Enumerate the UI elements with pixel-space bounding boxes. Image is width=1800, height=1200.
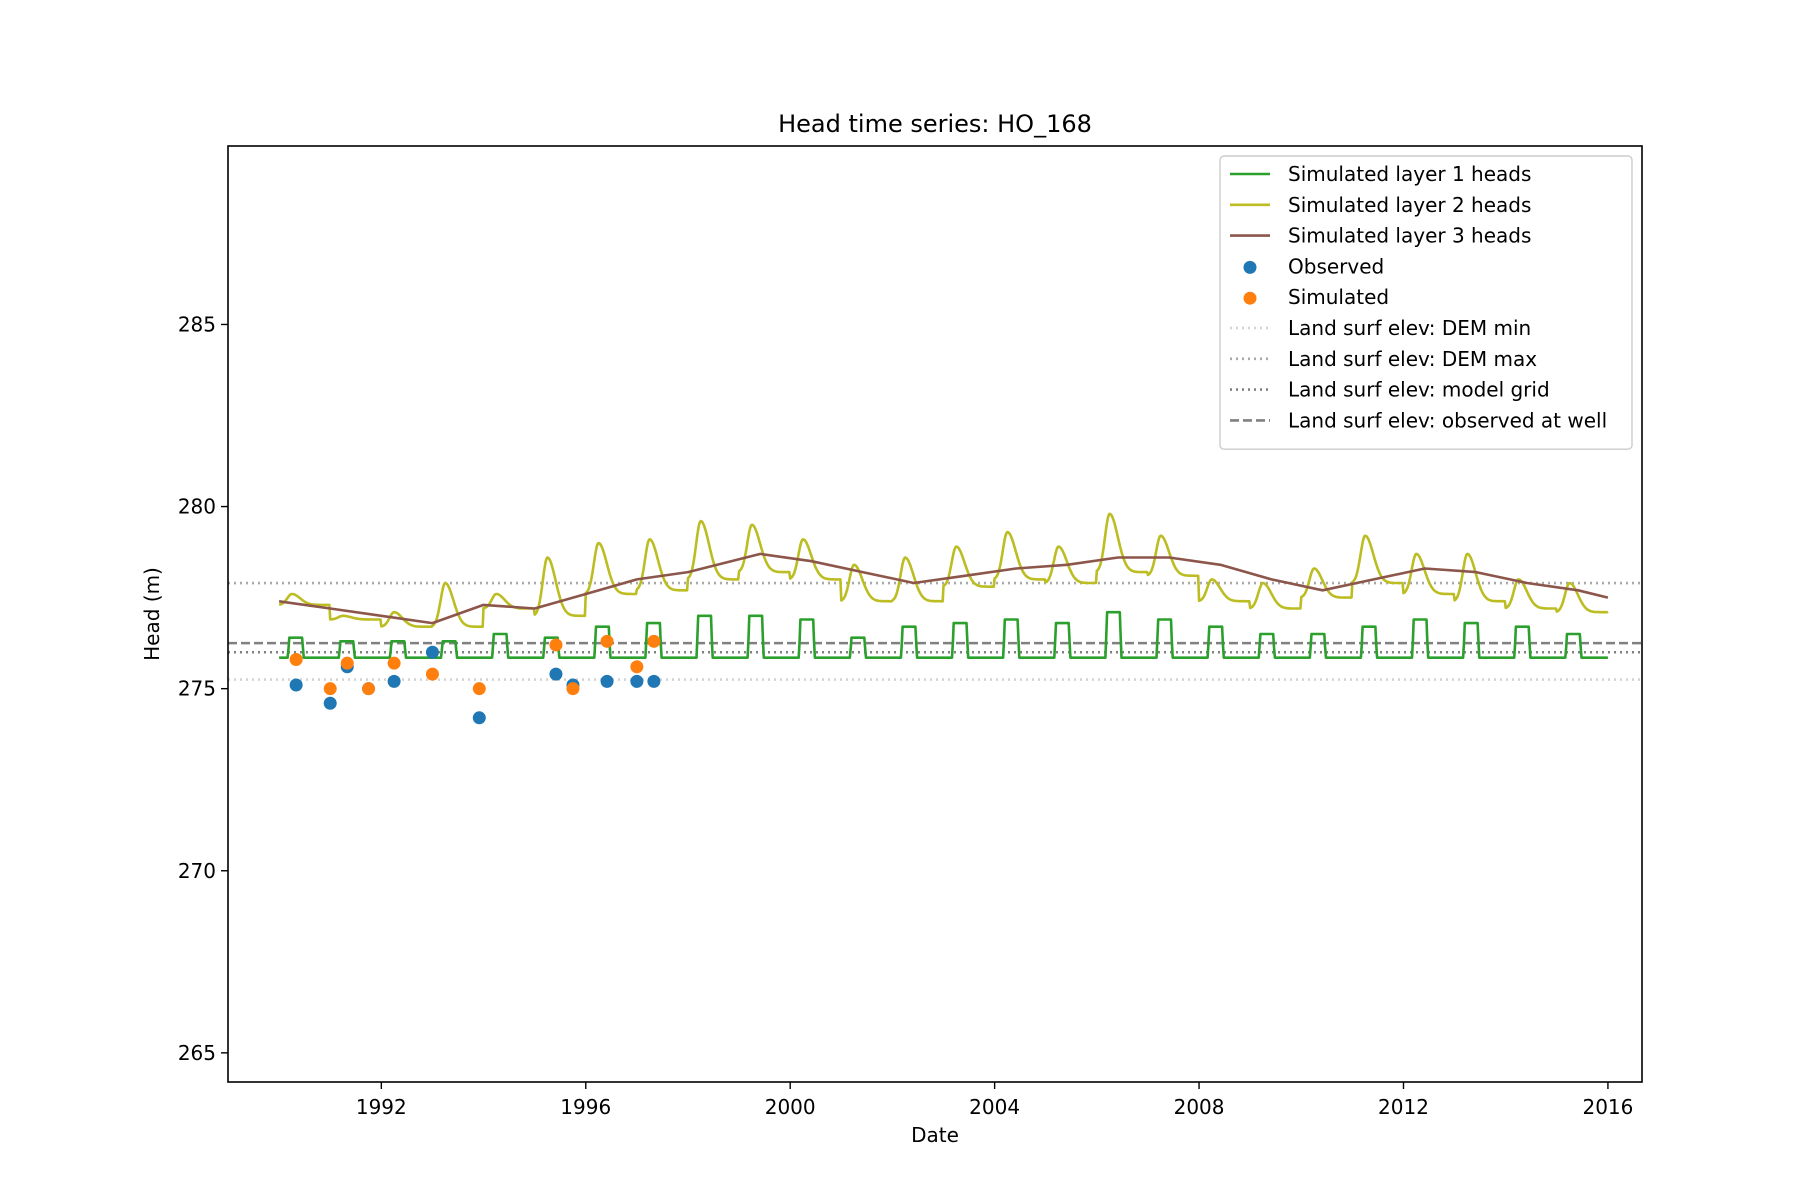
y-axis: 265 270 275 280 285 bbox=[178, 312, 228, 1065]
legend-label: Observed bbox=[1288, 254, 1384, 278]
y-tick-label: 285 bbox=[178, 312, 216, 336]
x-axis-label: Date bbox=[911, 1123, 959, 1147]
observed-point bbox=[647, 674, 661, 688]
x-tick-label: 2008 bbox=[1174, 1095, 1225, 1119]
chart-legend: Simulated layer 1 heads Simulated layer 2… bbox=[1219, 155, 1633, 450]
simulated-point bbox=[566, 682, 580, 696]
observed-point bbox=[630, 674, 644, 688]
y-tick-label: 265 bbox=[178, 1041, 216, 1065]
legend-label: Simulated bbox=[1288, 285, 1389, 309]
observed-point bbox=[425, 645, 439, 659]
reference-lines bbox=[228, 581, 1642, 681]
y-tick-label: 275 bbox=[178, 677, 216, 701]
legend-label: Land surf elev: model grid bbox=[1288, 378, 1550, 402]
legend-label: Simulated layer 3 heads bbox=[1288, 224, 1531, 248]
legend-label: Land surf elev: observed at well bbox=[1288, 408, 1607, 432]
observed-point bbox=[289, 678, 303, 692]
simulated-point bbox=[472, 682, 486, 696]
series-line-layer2 bbox=[278, 512, 1609, 628]
series-line-layer3 bbox=[278, 552, 1609, 625]
x-tick-label: 2004 bbox=[969, 1095, 1020, 1119]
y-tick-label: 280 bbox=[178, 495, 216, 519]
x-tick-label: 2012 bbox=[1378, 1095, 1429, 1119]
y-axis-label: Head (m) bbox=[140, 567, 164, 661]
observed-point bbox=[323, 696, 337, 710]
simulated-point bbox=[549, 638, 563, 652]
chart-title: Head time series: HO_168 bbox=[778, 110, 1092, 138]
legend-box bbox=[1219, 155, 1633, 450]
scatter-points bbox=[289, 634, 661, 725]
series-line-layer1 bbox=[278, 610, 1609, 659]
simulated-point bbox=[425, 667, 439, 681]
series-lines bbox=[278, 512, 1609, 659]
legend-marker-simulated bbox=[1243, 291, 1257, 305]
simulated-point bbox=[630, 660, 644, 674]
legend-label: Land surf elev: DEM max bbox=[1288, 347, 1537, 371]
simulated-point bbox=[289, 653, 303, 667]
x-tick-label: 2016 bbox=[1582, 1095, 1633, 1119]
plot-area-frame bbox=[227, 145, 1643, 1083]
simulated-point bbox=[600, 634, 614, 648]
simulated-point bbox=[647, 634, 661, 648]
legend-label: Simulated layer 2 heads bbox=[1288, 193, 1531, 217]
y-tick-label: 270 bbox=[178, 859, 216, 883]
observed-point bbox=[387, 674, 401, 688]
x-axis: 1992 1996 2000 2004 2008 2012 2016 bbox=[356, 1082, 1633, 1119]
x-tick-label: 1992 bbox=[356, 1095, 407, 1119]
simulated-point bbox=[340, 656, 354, 670]
observed-point bbox=[600, 674, 614, 688]
simulated-point bbox=[323, 682, 337, 696]
simulated-point bbox=[362, 682, 376, 696]
observed-point bbox=[549, 667, 563, 681]
legend-label: Land surf elev: DEM min bbox=[1288, 316, 1531, 340]
x-tick-label: 1996 bbox=[560, 1095, 611, 1119]
simulated-point bbox=[387, 656, 401, 670]
legend-marker-observed bbox=[1243, 260, 1257, 274]
x-tick-label: 2000 bbox=[765, 1095, 816, 1119]
observed-point bbox=[472, 711, 486, 725]
legend-label: Simulated layer 1 heads bbox=[1288, 162, 1531, 186]
